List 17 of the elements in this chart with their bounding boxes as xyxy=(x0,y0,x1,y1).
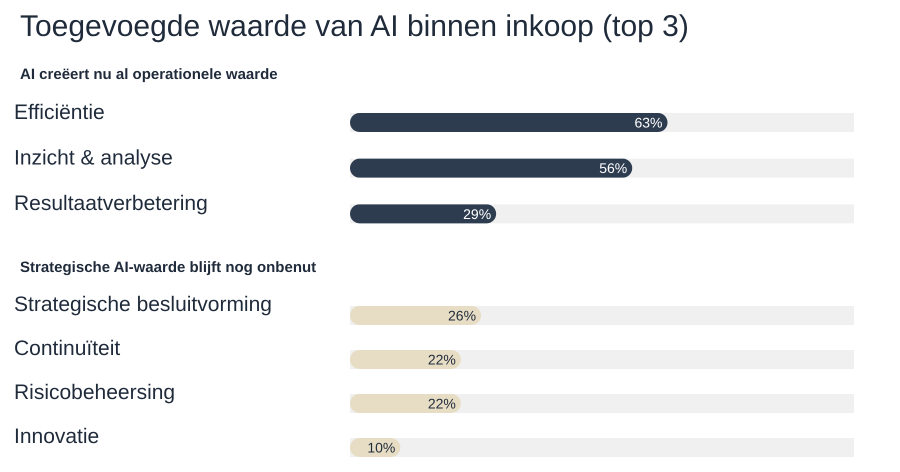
data-label: 10% xyxy=(367,439,396,456)
y-tick-label: Risicobeheersing xyxy=(14,381,176,404)
y-tick-label: Resultaatverbetering xyxy=(14,192,208,216)
y-tick-label: Strategische besluitvorming xyxy=(14,293,272,316)
text: AI creëert nu al operationele waarde xyxy=(19,65,279,85)
y-tick-label: Inzicht & analyse xyxy=(14,146,173,170)
data-label: 63% xyxy=(634,114,663,130)
text: Strategische AI-waarde blijft nog onbenut xyxy=(19,258,318,278)
data-label: 22% xyxy=(428,395,456,412)
data-label: 26% xyxy=(448,307,476,324)
data-label: 56% xyxy=(599,160,628,176)
chart-title: Toegevoegde waarde van AI binnen inkoop (top 3) xyxy=(19,9,690,45)
data-label: 22% xyxy=(428,351,456,368)
y-tick-label: Efficiëntie xyxy=(14,100,105,124)
data-label: 29% xyxy=(463,206,492,222)
y-tick-label: Innovatie xyxy=(14,425,100,448)
y-tick-label: Continuïteit xyxy=(14,337,120,360)
